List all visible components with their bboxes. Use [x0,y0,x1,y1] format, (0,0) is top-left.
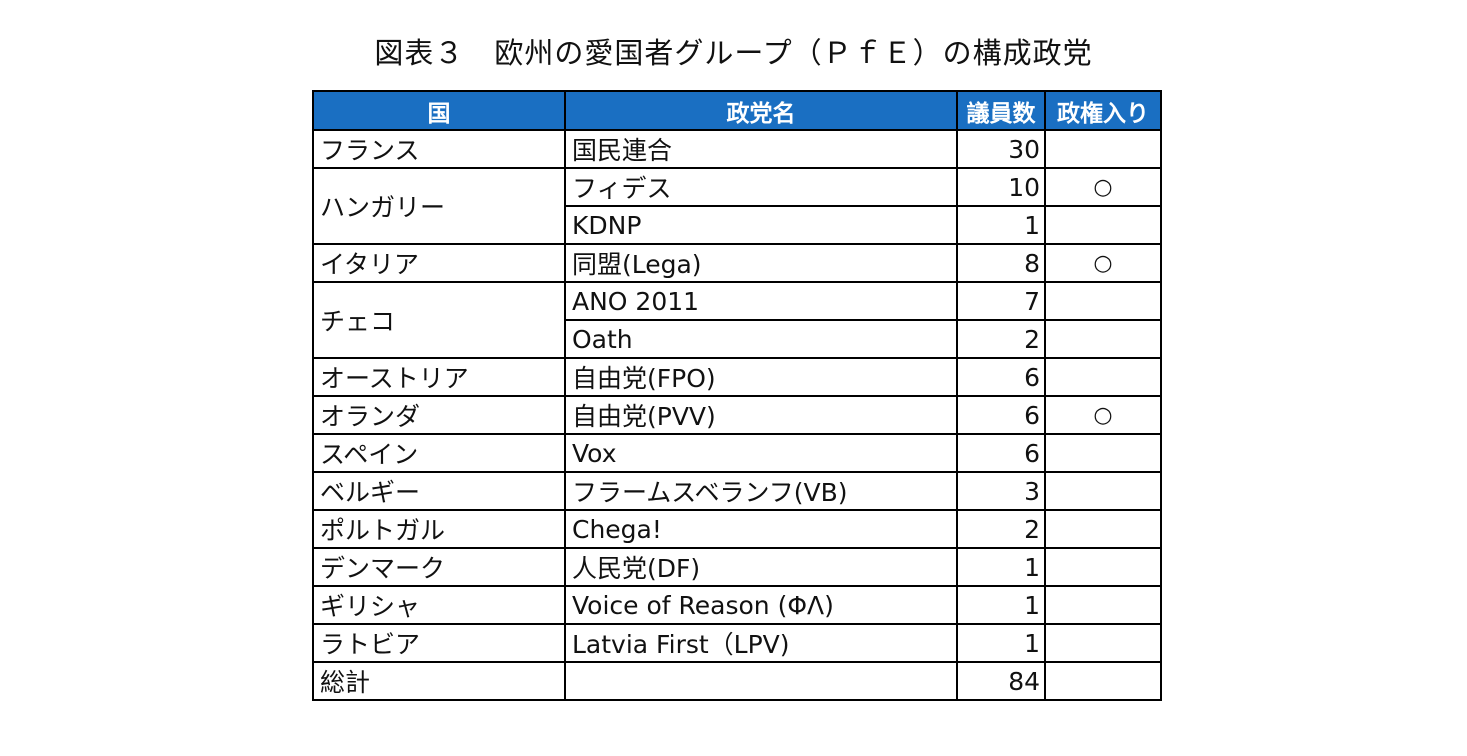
total-label-cell: 総計 [312,661,566,701]
government-cell: ○ [1044,167,1162,207]
party-cell: 自由党(PVV) [564,395,958,435]
party-cell: 人民党(DF) [564,547,958,587]
party-cell: フラームスベランフ(VB) [564,471,958,511]
party-cell: 同盟(Lega) [564,243,958,283]
seats-cell: 7 [956,281,1046,321]
government-cell [1044,471,1162,511]
seats-cell: 1 [956,205,1046,245]
government-cell [1044,585,1162,625]
government-cell: ○ [1044,243,1162,283]
party-cell: Vox [564,433,958,473]
country-cell: ベルギー [312,471,566,511]
government-cell [1044,281,1162,321]
header-party: 政党名 [564,90,958,131]
country-cell: ギリシャ [312,585,566,625]
seats-cell: 2 [956,319,1046,359]
table-row: ラトビア Latvia First（LPV) 1 [312,623,1162,663]
government-cell [1044,129,1162,169]
header-seats: 議員数 [956,90,1046,131]
table-row: イタリア 同盟(Lega) 8 ○ [312,243,1162,283]
seats-cell: 6 [956,357,1046,397]
seats-cell: 8 [956,243,1046,283]
party-cell: ANO 2011 [564,281,958,321]
table-row: Oath 2 [313,319,1162,359]
seats-cell: 2 [956,509,1046,549]
country-cell: チェコ [312,281,566,359]
table-row: ポルトガル Chega! 2 [312,509,1162,549]
government-cell [1044,623,1162,663]
figure-title: 図表３ 欧州の愛国者グループ（ＰｆＥ）の構成政党 [374,36,1093,70]
header-country: 国 [312,90,566,131]
government-cell: ○ [1044,395,1162,435]
party-cell: 自由党(FPO) [564,357,958,397]
government-cell [1044,509,1162,549]
country-cell: ハンガリー [312,167,566,245]
country-cell: ラトビア [312,623,566,663]
party-cell: Chega! [564,509,958,549]
country-cell: オランダ [312,395,566,435]
header-government: 政権入り [1044,90,1162,131]
government-cell [1044,433,1162,473]
seats-cell: 1 [956,623,1046,663]
table-row: チェコ ANO 2011 7 [312,281,1162,359]
party-cell: Oath [564,319,958,359]
country-cell: スペイン [312,433,566,473]
party-cell [564,661,958,701]
table-row: ギリシャ Voice of Reason (ΦΛ) 1 [312,585,1162,625]
government-cell [1044,661,1162,701]
party-cell: Latvia First（LPV) [564,623,958,663]
table-row: ベルギー フラームスベランフ(VB) 3 [312,471,1162,511]
table-row: オーストリア 自由党(FPO) 6 [312,357,1162,397]
government-cell [1044,205,1162,245]
country-cell: デンマーク [312,547,566,587]
seats-cell: 1 [956,547,1046,587]
header-row: 国 政党名 議員数 政権入り [312,90,1162,131]
table-row: デンマーク 人民党(DF) 1 [312,547,1162,587]
seats-cell: 30 [956,129,1046,169]
table-row: スペイン Vox 6 [312,433,1162,473]
country-cell: イタリア [312,243,566,283]
government-cell [1044,357,1162,397]
total-row: 総計 84 [312,661,1162,701]
country-cell: フランス [312,129,566,169]
party-cell: Voice of Reason (ΦΛ) [564,585,958,625]
seats-cell: 1 [956,585,1046,625]
table-row: オランダ 自由党(PVV) 6 ○ [312,395,1162,435]
table-row: フランス 国民連合 30 [312,129,1162,169]
seats-cell: 3 [956,471,1046,511]
government-cell [1044,547,1162,587]
government-cell [1044,319,1162,359]
country-cell: オーストリア [312,357,566,397]
seats-cell: 6 [956,433,1046,473]
party-cell: フィデス [564,167,958,207]
table-row: KDNP 1 [313,205,1162,245]
seats-cell: 6 [956,395,1046,435]
party-cell: 国民連合 [564,129,958,169]
total-seats-cell: 84 [956,661,1046,701]
party-table: 国 政党名 議員数 政権入り フランス 国民連合 30 ハンガリー フィデス 1… [312,90,1162,701]
seats-cell: 10 [956,167,1046,207]
table-row: ハンガリー フィデス 10 ○ [312,167,1162,245]
country-cell: ポルトガル [312,509,566,549]
party-cell: KDNP [564,205,958,245]
